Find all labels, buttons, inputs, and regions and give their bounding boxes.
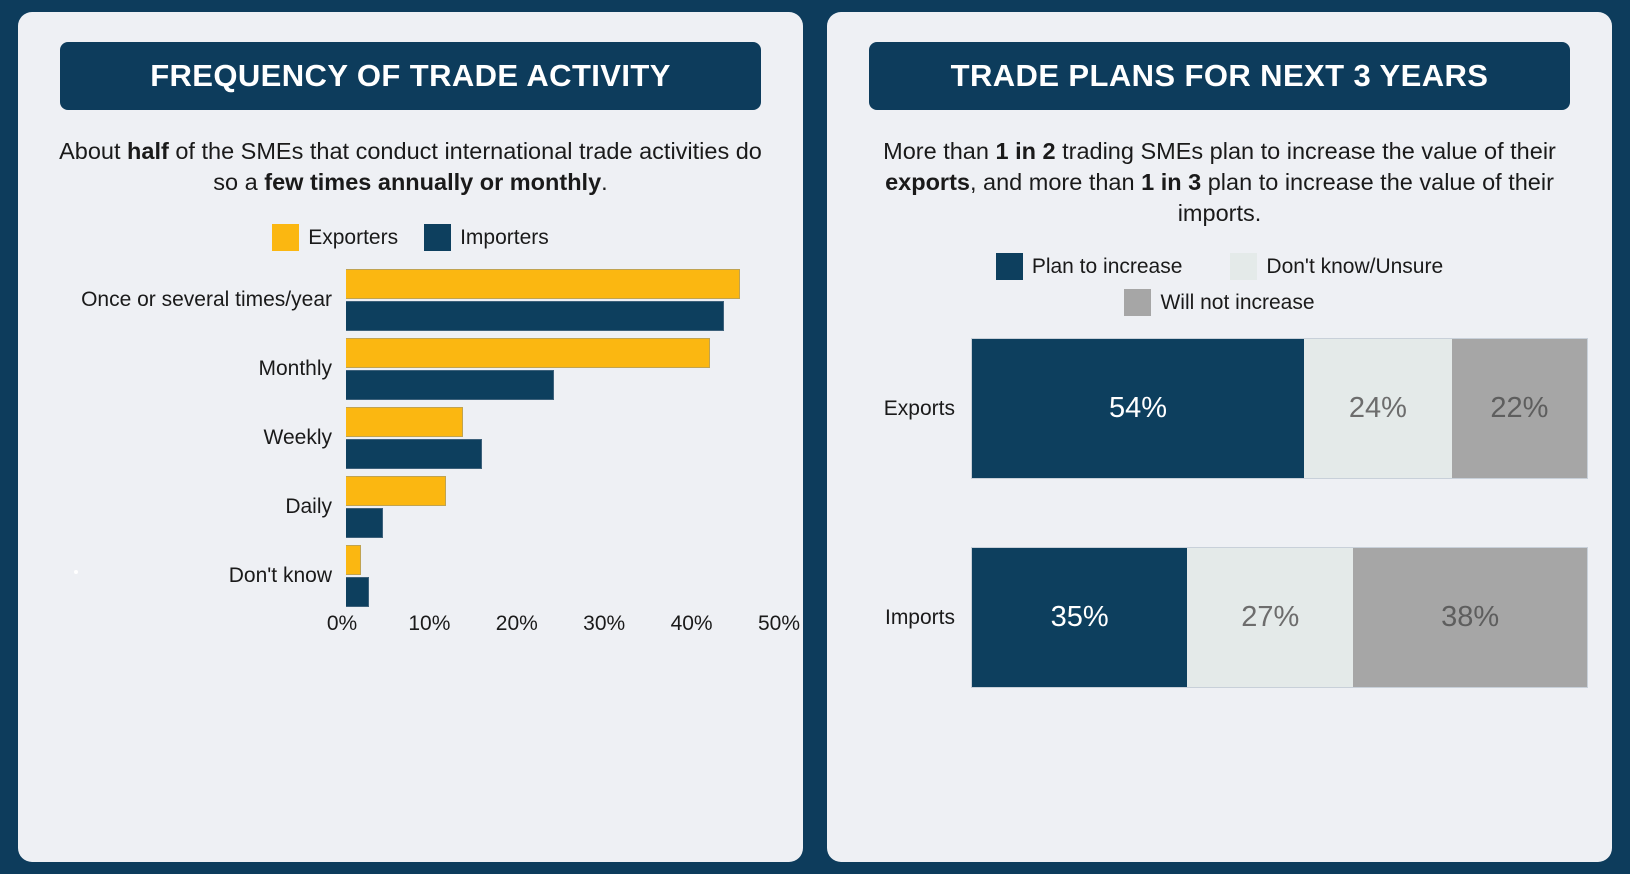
legend-swatch-icon [424,224,452,252]
legend-swatch-icon [1124,289,1152,317]
trade-plans-legend-label: Will not increase [1160,290,1315,314]
trade-plans-segment-unsure[interactable]: 27% [1187,548,1354,688]
legend-swatch-icon [995,253,1023,281]
frequency-bar-group: Daily [46,472,779,541]
legend-swatch-icon [1230,253,1258,281]
frequency-bar-exporters[interactable] [346,268,741,299]
axis-label-spacer [42,612,342,642]
left-subtitle-run-4: . [601,169,608,196]
frequency-bar-group: Don't know [46,541,779,610]
frequency-bar-track [346,403,779,472]
right-panel-subtitle: More than 1 in 2 trading SMEs plan to in… [851,136,1588,229]
frequency-bar-track [346,541,779,610]
legend-swatch-icon [272,224,300,252]
trade-plans-panel: TRADE PLANS FOR NEXT 3 YEARS More than 1… [827,12,1612,862]
trade-plans-row: Exports 54% 24% 22% [851,338,1588,480]
x-axis-tick-label: 30% [583,612,626,636]
trade-plans-segment-increase[interactable]: 54% [972,339,1305,479]
left-panel-subtitle: About half of the SMEs that conduct inte… [42,136,779,198]
left-panel-title-bar: FREQUENCY OF TRADE ACTIVITY [60,42,761,110]
right-subtitle-run-0: More than [883,138,996,164]
frequency-chart-x-axis: 0% 10% 20% 30% 40% 50% [42,612,800,642]
trade-plans-legend-label: Don't know/Unsure [1266,254,1444,278]
frequency-bar-track [346,334,779,403]
x-axis-tick-label: 0% [326,612,358,636]
frequency-bar-group: Once or several times/year [46,265,779,334]
x-axis-ticks: 0% 10% 20% 30% 40% 50% [327,612,800,642]
frequency-chart-bars: Once or several times/year Monthly Weekly D… [42,265,779,610]
frequency-bar-group: Weekly [46,403,779,472]
decorative-dot [74,570,78,574]
trade-plans-segment-increase[interactable]: 35% [972,548,1188,688]
frequency-bar-exporters[interactable] [346,475,446,506]
left-subtitle-run-0: About [59,138,128,164]
x-axis-tick-label: 40% [670,612,713,636]
right-subtitle-run-2: trading SMEs plan to increase the value … [1055,138,1556,164]
right-subtitle-run-3: exports [885,169,970,196]
trade-plans-segment-notinc[interactable]: 38% [1353,548,1587,688]
frequency-legend-item-1[interactable]: Importers [424,224,549,252]
trade-plans-stack-track: 35% 27% 38% [971,547,1588,689]
trade-plans-segment-notinc[interactable]: 22% [1451,339,1587,479]
trade-plans-stacked-bars: Exports 54% 24% 22% Imports 35% 27% 38% [851,338,1588,689]
x-axis-tick-label: 10% [408,612,451,636]
trade-plans-stack-track: 54% 24% 22% [971,338,1588,480]
frequency-chart-legend: Exporters Importers [42,224,779,252]
frequency-legend-item-0[interactable]: Exporters [272,224,399,252]
trade-plans-legend-label: Plan to increase [1031,254,1183,278]
frequency-bar-exporters[interactable] [346,406,463,437]
left-subtitle-run-2: of the SMEs that conduct international t… [168,138,762,196]
trade-plans-category-label: Imports [884,605,955,629]
left-panel-title: FREQUENCY OF TRADE ACTIVITY [150,58,671,93]
x-axis-tick-label: 20% [495,612,538,636]
left-subtitle-run-3: few times annually or monthly [264,169,602,196]
frequency-bar-importers[interactable] [346,438,482,469]
frequency-bar-importers[interactable] [346,300,725,331]
right-subtitle-run-4: , and more than [969,169,1142,196]
trade-plans-row: Imports 35% 27% 38% [851,547,1588,689]
frequency-bar-importers[interactable] [346,576,370,607]
frequency-legend-label: Exporters [308,225,399,249]
trade-plans-category-label: Exports [883,396,955,420]
right-subtitle-run-1: 1 in 2 [995,138,1056,164]
trade-plans-legend-row-1: Plan to increase Don't know/Unsure [851,253,1588,281]
x-axis-tick-label: 50% [757,612,801,636]
frequency-bar-exporters[interactable] [346,544,361,575]
frequency-category-label: Monthly [258,356,332,380]
right-subtitle-run-6: plan to increase the value of their impo… [1177,169,1554,227]
frequency-legend-label: Importers [460,225,549,249]
frequency-category-label: Weekly [263,425,332,449]
right-subtitle-run-5: 1 in 3 [1141,169,1202,196]
frequency-bar-exporters[interactable] [346,337,710,368]
frequency-bar-importers[interactable] [346,369,554,400]
frequency-chart: Exporters Importers Once or several times… [42,224,800,852]
frequency-bar-track [346,265,779,334]
frequency-category-label: Daily [285,494,332,518]
right-panel-title-bar: TRADE PLANS FOR NEXT 3 YEARS [869,42,1570,110]
right-panel-title: TRADE PLANS FOR NEXT 3 YEARS [950,58,1489,93]
trade-plans-legend-item-1[interactable]: Don't know/Unsure [1230,253,1444,281]
left-subtitle-run-1: half [127,138,169,164]
frequency-category-label: Once or several times/year [81,287,332,311]
trade-plans-segment-unsure[interactable]: 24% [1304,339,1452,479]
frequency-category-label: Don't know [228,563,332,587]
trade-plans-legend-item-0[interactable]: Plan to increase [995,253,1183,281]
trade-plans-legend-row-2: Will not increase [851,289,1588,317]
frequency-bar-importers[interactable] [346,507,384,538]
frequency-bar-group: Monthly [46,334,779,403]
frequency-of-trade-activity-panel: FREQUENCY OF TRADE ACTIVITY About half o… [18,12,803,862]
trade-plans-chart: Plan to increase Don't know/Unsure Will n… [851,253,1588,852]
frequency-bar-track [346,472,779,541]
trade-plans-legend-item-2[interactable]: Will not increase [1124,289,1315,317]
